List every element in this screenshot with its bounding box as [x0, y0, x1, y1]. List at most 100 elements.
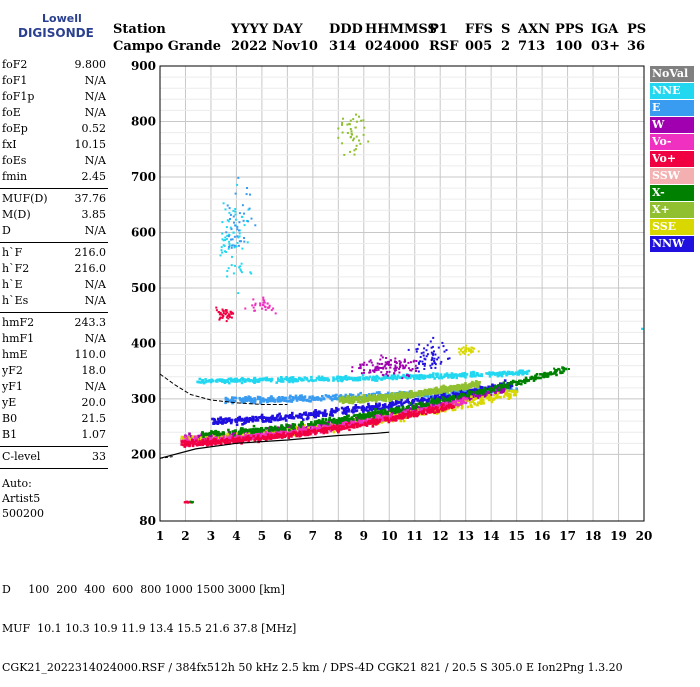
- echo-point: [374, 408, 377, 411]
- echo-point: [470, 395, 473, 398]
- echo-point: [230, 422, 233, 425]
- echo-point: [409, 402, 412, 405]
- echo-point: [446, 372, 449, 375]
- echo-point: [362, 414, 365, 417]
- echo-point: [251, 218, 253, 220]
- echo-point: [441, 408, 444, 411]
- echo-point: [489, 375, 492, 378]
- echo-point: [521, 370, 524, 373]
- echo-point: [230, 419, 233, 422]
- echo-point: [376, 376, 379, 379]
- echo-point: [234, 265, 236, 267]
- echo-point: [474, 391, 477, 394]
- y-tick-label: 600: [131, 225, 156, 239]
- echo-point: [329, 414, 332, 417]
- echo-point: [284, 436, 287, 439]
- echo-point: [235, 193, 237, 195]
- echo-point: [243, 213, 245, 215]
- echo-point: [265, 418, 268, 421]
- echo-point: [395, 419, 398, 422]
- echo-point: [251, 398, 254, 401]
- echo-point: [516, 372, 519, 375]
- echo-point: [334, 421, 337, 424]
- echo-point: [226, 420, 229, 423]
- echo-point: [247, 220, 249, 222]
- echo-point: [202, 439, 205, 442]
- echo-point: [345, 375, 348, 378]
- echo-point: [184, 445, 187, 448]
- echo-point: [347, 426, 350, 429]
- echo-point: [228, 235, 230, 237]
- echo-point: [272, 429, 275, 432]
- echo-point: [414, 407, 417, 410]
- echo-point: [299, 431, 302, 434]
- echo-point: [264, 377, 267, 380]
- echo-point: [273, 437, 276, 440]
- echo-point: [243, 220, 245, 222]
- echo-point: [225, 251, 227, 253]
- echo-point: [234, 211, 236, 213]
- echo-point: [303, 398, 306, 401]
- echo-point: [518, 382, 521, 385]
- echo-point: [230, 377, 233, 380]
- echo-point: [238, 245, 240, 247]
- y-tick-label: 800: [131, 114, 156, 128]
- echo-point: [396, 398, 399, 401]
- echo-point: [468, 390, 471, 393]
- echo-point: [424, 377, 427, 380]
- echo-point: [321, 376, 324, 379]
- echo-point: [357, 393, 360, 396]
- echo-point: [241, 423, 244, 426]
- echo-point: [436, 376, 439, 379]
- echo-point: [246, 417, 249, 420]
- echo-point: [488, 398, 491, 401]
- y-tick-label: 400: [131, 336, 156, 350]
- echo-point: [372, 419, 375, 422]
- echo-point: [457, 395, 460, 398]
- echo-point: [354, 398, 357, 401]
- echo-point: [413, 415, 416, 418]
- echo-point: [302, 427, 305, 430]
- echo-point: [378, 420, 381, 423]
- echo-point: [499, 396, 502, 399]
- echo-point: [462, 401, 465, 404]
- echo-point: [258, 416, 261, 419]
- echo-point: [339, 376, 342, 379]
- echo-point: [462, 386, 465, 389]
- echo-point: [289, 379, 292, 382]
- echo-point: [335, 397, 338, 400]
- echo-point: [508, 382, 511, 385]
- echo-point: [276, 415, 279, 418]
- echo-point: [514, 394, 517, 397]
- echo-point: [339, 398, 342, 401]
- echo-point: [259, 402, 262, 405]
- echo-point: [339, 400, 342, 403]
- echo-point: [194, 436, 197, 439]
- echo-point: [224, 245, 226, 247]
- echo-point: [498, 384, 501, 387]
- echo-point: [300, 379, 303, 382]
- echo-point: [537, 377, 540, 380]
- echo-point: [226, 270, 228, 272]
- x-tick-label: 12: [432, 529, 449, 543]
- echo-point: [367, 377, 370, 380]
- echo-point: [319, 398, 322, 401]
- echo-point: [323, 398, 326, 401]
- echo-point: [432, 400, 435, 403]
- echo-point: [207, 443, 210, 446]
- echo-point: [201, 379, 204, 382]
- echo-point: [373, 416, 376, 419]
- echo-point: [213, 441, 216, 444]
- echo-point: [267, 397, 270, 400]
- echo-point: [223, 440, 226, 443]
- echo-point: [466, 395, 469, 398]
- echo-point: [477, 401, 480, 404]
- echo-point: [355, 378, 358, 381]
- echo-point: [246, 187, 248, 189]
- echo-point: [360, 396, 363, 399]
- echo-point: [236, 235, 238, 237]
- echo-point: [335, 407, 338, 410]
- y-tick-label: 900: [131, 59, 156, 73]
- echo-point: [201, 432, 204, 435]
